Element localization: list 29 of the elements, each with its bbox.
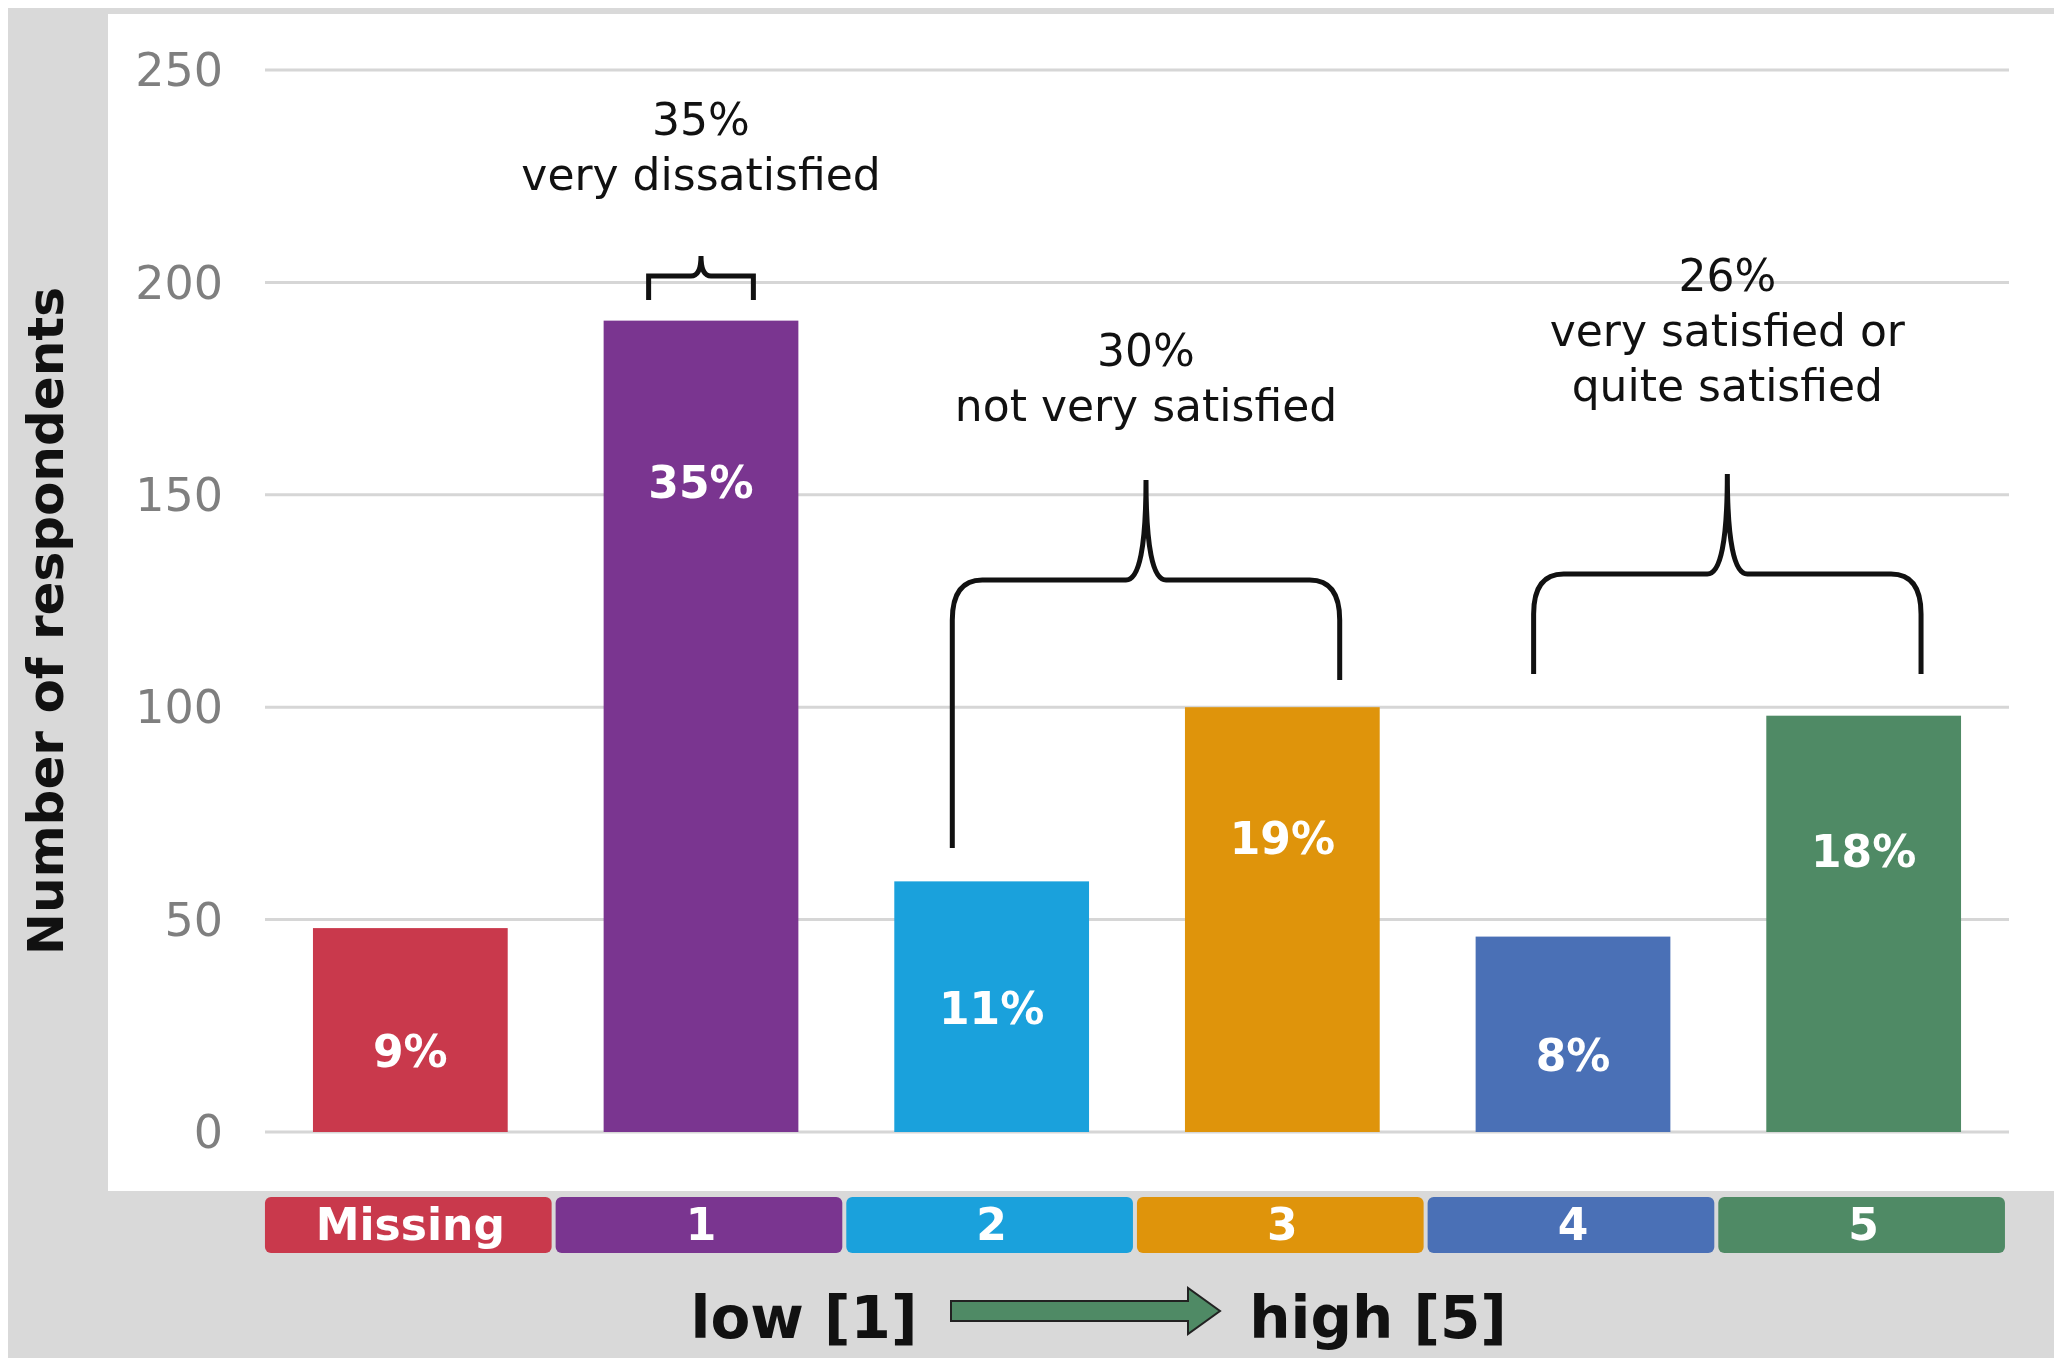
annotation: 35% very dissatisfied bbox=[521, 94, 881, 201]
y-tick-label: 50 bbox=[164, 892, 223, 947]
annotation: 11% bbox=[939, 983, 1045, 1035]
y-tick-label: 0 bbox=[193, 1105, 223, 1160]
annotation: 35% bbox=[648, 457, 754, 509]
bar bbox=[894, 881, 1090, 1132]
bar bbox=[603, 320, 799, 1132]
bar bbox=[312, 928, 508, 1132]
text: high [5] bbox=[1249, 1284, 1507, 1353]
y-axis-title: Number of respondents bbox=[17, 287, 75, 955]
text: low [1] bbox=[690, 1284, 918, 1353]
y-tick-label: 250 bbox=[135, 43, 223, 98]
bar bbox=[1766, 715, 1962, 1132]
annotation: 9% bbox=[372, 1025, 448, 1077]
y-tick-label: 100 bbox=[135, 680, 223, 735]
x-tick-label: Missing bbox=[315, 1199, 505, 1251]
y-tick-label: 200 bbox=[135, 255, 223, 310]
bar bbox=[1475, 936, 1671, 1132]
x-tick-label: 2 bbox=[976, 1199, 1007, 1251]
annotation: 18% bbox=[1811, 826, 1917, 878]
x-tick-label: 3 bbox=[1267, 1199, 1298, 1251]
x-tick-label: 1 bbox=[685, 1199, 717, 1251]
annotation: 19% bbox=[1229, 813, 1335, 865]
annotation: 8% bbox=[1535, 1029, 1611, 1081]
annotation: 26% very satisfied or quite satisfied bbox=[1549, 250, 1906, 412]
x-tick-label: 4 bbox=[1557, 1199, 1589, 1251]
x-tick-label: 5 bbox=[1848, 1199, 1879, 1251]
y-tick-label: 150 bbox=[135, 467, 223, 522]
annotation: 30% not very satisfied bbox=[954, 325, 1338, 432]
